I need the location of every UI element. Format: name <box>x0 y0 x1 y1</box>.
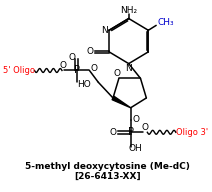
Text: N: N <box>125 64 132 73</box>
Text: O: O <box>60 61 67 70</box>
Text: O: O <box>68 53 75 62</box>
Text: HO: HO <box>77 80 91 89</box>
Text: O: O <box>91 64 98 73</box>
Text: O: O <box>87 47 94 56</box>
Text: CH₃: CH₃ <box>158 18 174 27</box>
Text: [26-6413-XX]: [26-6413-XX] <box>74 172 140 181</box>
Text: P: P <box>74 65 80 75</box>
Text: P: P <box>128 127 134 137</box>
Polygon shape <box>112 96 131 108</box>
Text: O: O <box>132 115 139 124</box>
Text: 5' Oligo: 5' Oligo <box>3 66 35 75</box>
Text: O: O <box>113 69 120 78</box>
Text: OH: OH <box>129 144 142 153</box>
Text: 5-methyl deoxycytosine (Me-dC): 5-methyl deoxycytosine (Me-dC) <box>25 162 190 171</box>
Text: NH₂: NH₂ <box>120 6 137 15</box>
Text: Oligo 3': Oligo 3' <box>176 128 209 137</box>
Text: O: O <box>110 128 117 137</box>
Text: N: N <box>101 26 107 35</box>
Text: O: O <box>142 123 149 132</box>
